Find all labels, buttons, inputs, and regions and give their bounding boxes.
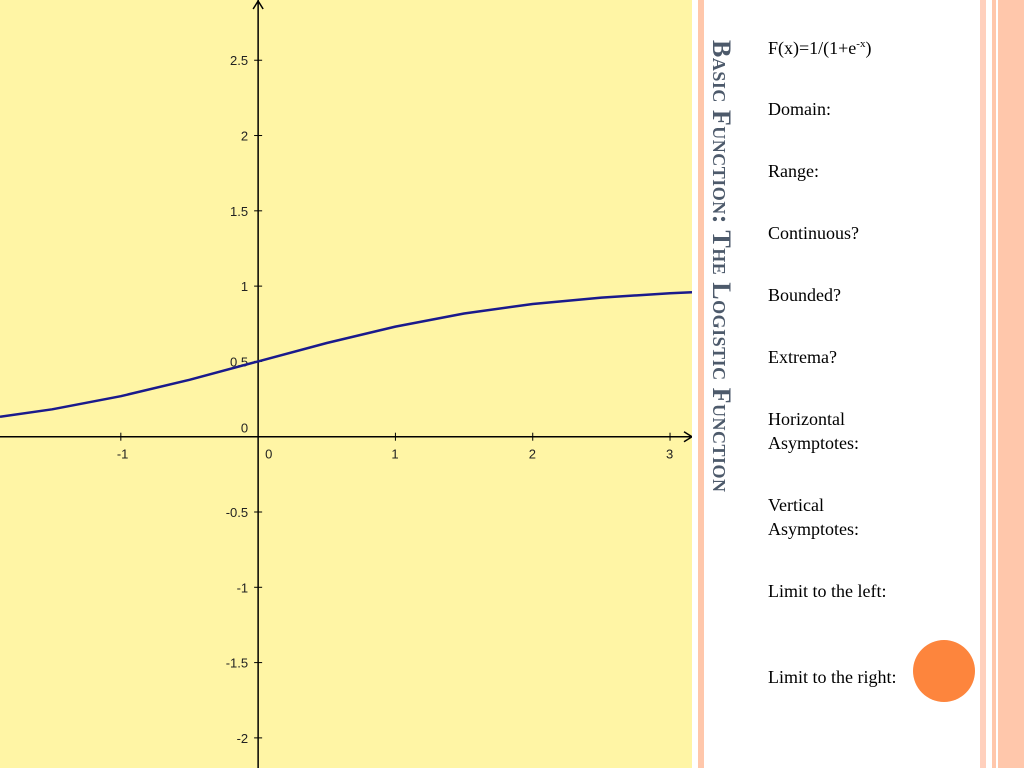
logistic-curve-line (0, 291, 692, 419)
x-axis-arrow (683, 431, 692, 443)
prompt-vertical-asymptotes: Vertical Asymptotes: (768, 495, 860, 539)
y-tick-label: 0 (241, 421, 248, 436)
orange-circle-decoration (913, 640, 975, 702)
prompt-bounded: Bounded? (768, 285, 841, 305)
formula-exponent: -x (856, 38, 866, 50)
x-tick-label: 3 (666, 447, 673, 462)
prompt-limit-right: Limit to the right: (768, 667, 897, 687)
left-accent-line (704, 0, 706, 768)
prompt-continuous: Continuous? (768, 223, 860, 243)
x-tick-label: 1 (391, 447, 398, 462)
right-accent-gap (986, 0, 992, 768)
y-tick-label: -1.5 (226, 656, 248, 671)
y-tick-label: -0.5 (226, 505, 248, 520)
y-tick-label: 2 (241, 129, 248, 144)
formula-suffix: ) (865, 38, 872, 58)
formula-text: F(x)=1/(1+e-x) (768, 36, 908, 60)
y-tick-label: -2 (237, 731, 249, 746)
graph-panel: -1 0 1 2 3 2.5 2 1.5 1 0.5 0 -0.5 -1 -1.5 -2 (0, 0, 692, 768)
y-tick-label: 2.5 (230, 53, 248, 68)
prompt-horizontal-asymptotes: Horizontal Asymptotes: (768, 409, 860, 453)
y-tick-label: 1.5 (230, 204, 248, 219)
y-axis-arrow (252, 0, 264, 10)
y-tick-label: 1 (241, 279, 248, 294)
x-tick-label: -1 (117, 447, 129, 462)
prompt-limit-left: Limit to the left: (768, 581, 887, 601)
slide-title: Basic Function: The Logistic Function (707, 40, 736, 493)
prompt-range: Range: (768, 161, 819, 181)
y-tick-label: -1 (237, 580, 249, 595)
right-accent-stripe (980, 0, 986, 768)
right-accent-line (996, 0, 998, 768)
prompt-domain: Domain: (768, 99, 831, 119)
formula-prefix: F(x)=1/(1+e (768, 38, 857, 58)
prompt-extrema: Extrema? (768, 347, 837, 367)
x-tick-label: 0 (265, 447, 272, 462)
left-accent-stripe (698, 0, 704, 768)
x-tick-label: 2 (529, 447, 536, 462)
logistic-graph: -1 0 1 2 32.521.510.50-0.5-1-1.5-2 (0, 0, 692, 768)
